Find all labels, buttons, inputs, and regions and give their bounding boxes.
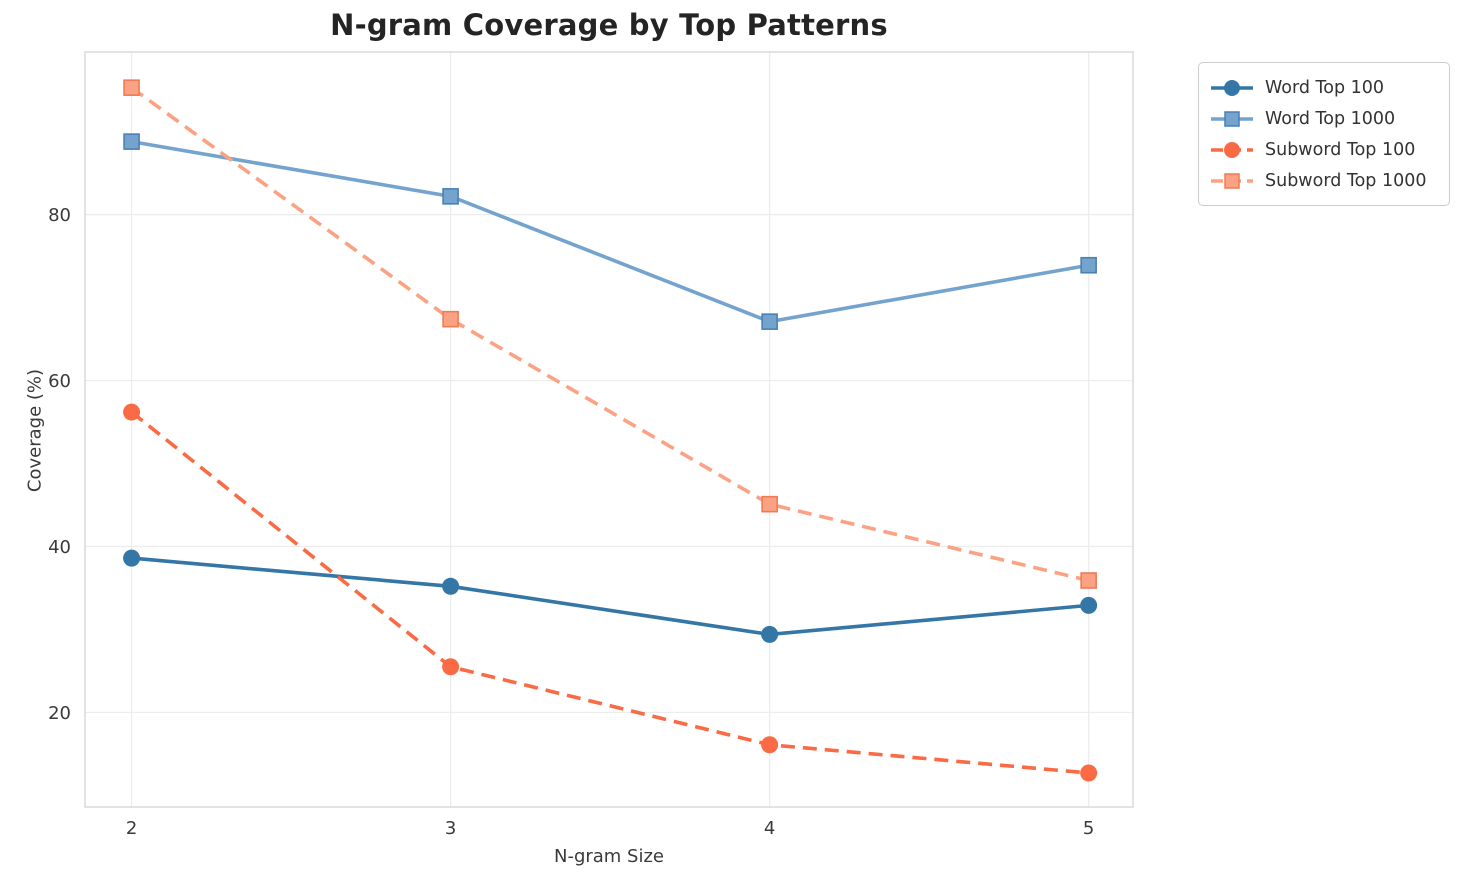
- legend: Word Top 100 Word Top 1000 Subword Top 100…: [1198, 62, 1450, 206]
- legend-swatch-word-top-100: [1211, 79, 1253, 96]
- legend-marker: [1224, 110, 1240, 127]
- y-tick-label: 80: [48, 205, 71, 226]
- marker-subword-top-1000: [123, 79, 140, 96]
- marker-subword-top-100: [442, 658, 460, 676]
- legend-item-subword-top-1000: Subword Top 1000: [1209, 165, 1437, 196]
- x-tick-label: 5: [1083, 818, 1094, 839]
- legend-marker: [1224, 141, 1240, 158]
- marker-subword-top-100: [123, 403, 141, 421]
- plot-border: [84, 51, 1134, 808]
- x-tick-label: 3: [445, 818, 456, 839]
- y-tick-label: 40: [48, 537, 71, 558]
- legend-swatch-subword-top-100: [1211, 141, 1253, 158]
- legend-label: Word Top 1000: [1265, 108, 1396, 129]
- legend-item-word-top-1000: Word Top 1000: [1209, 103, 1437, 134]
- marker-word-top-1000: [761, 313, 778, 330]
- marker-subword-top-1000: [442, 310, 459, 328]
- legend-label: Word Top 100: [1265, 77, 1385, 98]
- legend-swatch-subword-top-1000: [1211, 172, 1253, 189]
- y-axis-label: Coverage (%): [24, 368, 46, 493]
- legend-swatch-word-top-1000: [1211, 110, 1253, 127]
- series-line-subword-top-1000: [130, 86, 1090, 583]
- legend-item-word-top-100: Word Top 100: [1209, 72, 1437, 103]
- legend-label: Subword Top 100: [1265, 139, 1416, 160]
- legend-marker: [1224, 79, 1240, 96]
- marker-subword-top-1000: [761, 495, 778, 513]
- x-tick-label: 4: [764, 818, 775, 839]
- marker-word-top-100: [442, 577, 460, 595]
- y-tick-label: 20: [48, 703, 71, 724]
- legend-item-subword-top-100: Subword Top 100: [1209, 134, 1437, 165]
- marker-word-top-1000: [123, 133, 140, 150]
- series-line-word-top-100: [131, 556, 1089, 637]
- legend-marker: [1224, 172, 1240, 189]
- series-line-word-top-1000: [131, 139, 1089, 324]
- marker-subword-top-100: [1080, 764, 1098, 782]
- series-line-subword-top-100: [130, 410, 1089, 775]
- marker-word-top-100: [1080, 596, 1098, 614]
- legend-label: Subword Top 1000: [1265, 170, 1427, 191]
- marker-subword-top-100: [761, 736, 779, 754]
- x-tick-label: 2: [126, 818, 137, 839]
- marker-word-top-1000: [1080, 256, 1097, 274]
- x-axis-label: N-gram Size: [553, 846, 665, 867]
- marker-word-top-100: [761, 625, 779, 643]
- marker-subword-top-1000: [1080, 572, 1097, 589]
- marker-word-top-100: [123, 549, 141, 567]
- y-tick-label: 60: [48, 371, 71, 392]
- chart-title: N-gram Coverage by Top Patterns: [330, 8, 888, 42]
- marker-word-top-1000: [442, 188, 459, 205]
